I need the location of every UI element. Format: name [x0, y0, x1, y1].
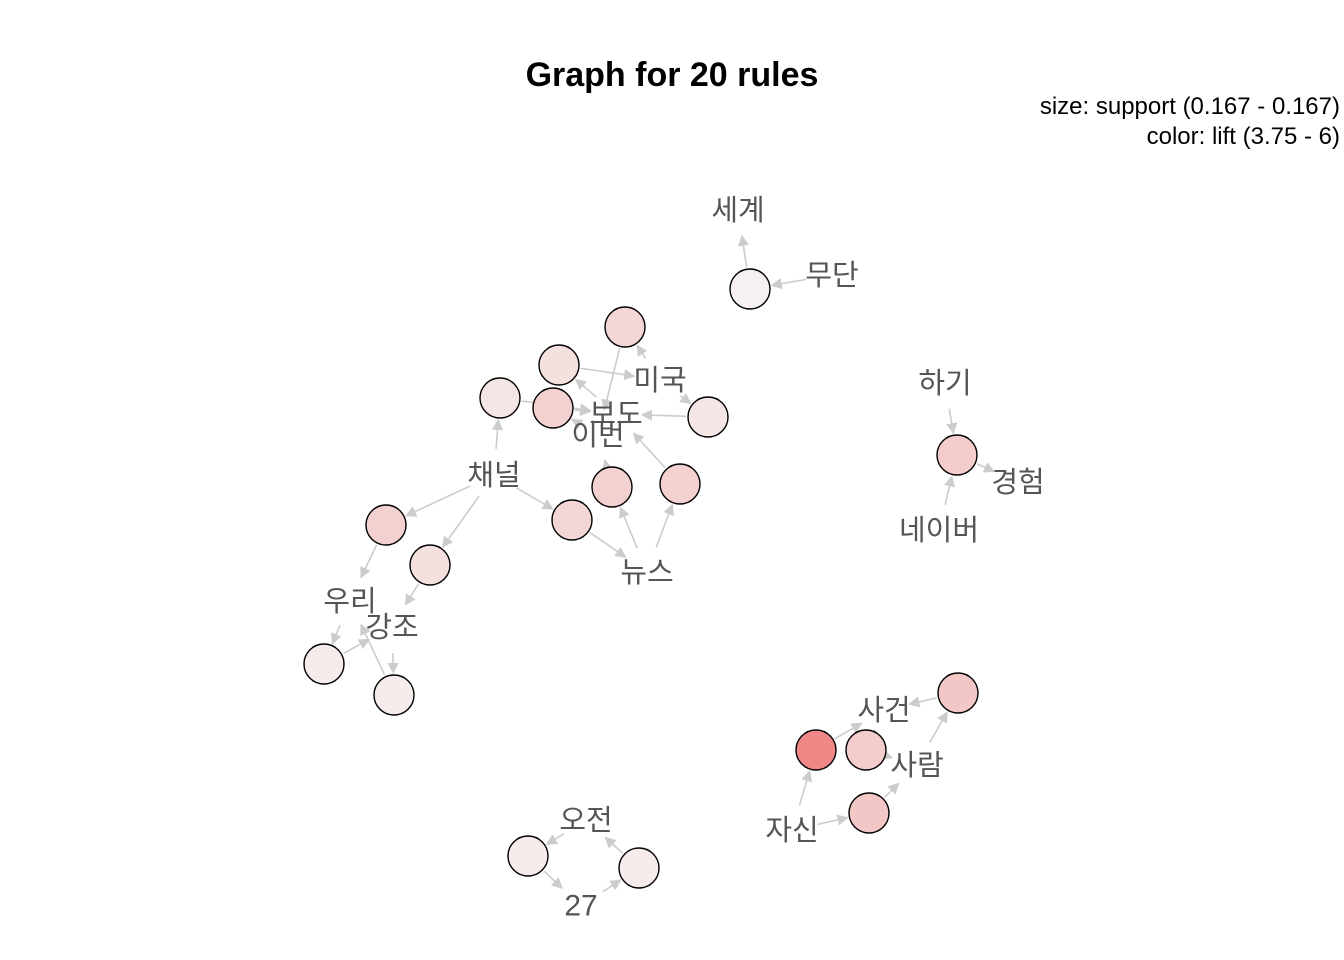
item-label-sageon: 사건	[857, 693, 910, 727]
edge-r7-to-ibeon	[601, 459, 613, 472]
edge-chaeneol-to-r10	[404, 485, 471, 517]
item-label-jasin: 자신	[765, 813, 818, 847]
edge-jasin-to-r16	[798, 769, 813, 806]
rule-node-r11[interactable]	[409, 544, 451, 586]
edge-r2-to-ibeon	[601, 348, 621, 411]
item-label-bodo: 보도	[589, 397, 642, 431]
edge-miguk-to-r6	[679, 392, 692, 405]
item-label-n27: 27	[564, 890, 597, 923]
edge-jasin-to-r18	[817, 814, 849, 826]
rule-node-r19[interactable]	[507, 835, 549, 877]
item-label-miguk: 미국	[633, 363, 686, 397]
edge-chaeneol-to-r11	[442, 495, 480, 548]
rule-node-r2[interactable]	[604, 306, 646, 348]
edge-r5-to-bodo	[574, 405, 592, 417]
edge-r15-to-sageon	[908, 696, 937, 708]
item-label-ojeon: 오전	[559, 803, 612, 837]
item-label-saram: 사람	[890, 748, 943, 782]
rule-node-r15[interactable]	[937, 672, 979, 714]
edge-r20-to-ojeon	[604, 836, 624, 854]
item-label-nyuseu: 뉴스	[620, 555, 673, 589]
edge-r18-to-saram	[883, 782, 900, 799]
rule-node-r3[interactable]	[538, 344, 580, 386]
edge-chaeneol-to-r4	[491, 418, 504, 450]
edge-nyuseu-to-r7	[619, 506, 638, 549]
edge-r3-to-miguk	[580, 367, 636, 381]
edge-chaeneol-to-r9	[516, 487, 554, 510]
edge-neibeo-to-r14	[944, 475, 955, 505]
edge-r9-to-nyuseu	[589, 531, 627, 558]
item-label-ibeon: 이번	[571, 418, 624, 452]
legend-color-line: color: lift (3.75 - 6)	[1146, 123, 1340, 150]
edge-miguk-to-r2	[636, 344, 648, 359]
edge-r1-to-segye	[737, 234, 749, 268]
rule-node-r14[interactable]	[936, 434, 978, 476]
edge-r11-to-gangjo	[404, 583, 420, 606]
edge-ibeon-to-r5	[570, 418, 584, 430]
rule-node-r9[interactable]	[551, 499, 593, 541]
item-label-chaeneol: 채널	[467, 458, 520, 492]
item-label-uri: 우리	[323, 584, 376, 618]
rule-node-r16[interactable]	[795, 729, 837, 771]
rule-node-r7[interactable]	[591, 466, 633, 508]
rule-node-r6[interactable]	[687, 396, 729, 438]
edge-r16-to-sageon	[834, 722, 863, 740]
edge-n27-to-r20	[602, 879, 622, 893]
edge-r12-to-gangjo	[342, 638, 371, 655]
edge-ojeon-to-r19	[545, 833, 565, 846]
edge-nyuseu-to-r8	[655, 503, 674, 548]
legend-size-line: size: support (0.167 - 0.167)	[1039, 93, 1340, 120]
edge-r8-to-bodo	[632, 432, 666, 469]
item-label-neibeo: 네이버	[899, 513, 979, 547]
edge-r19-to-n27	[543, 870, 563, 889]
chart-title: Graph for 20 rules	[525, 56, 819, 94]
legend: size: support (0.167 - 0.167) color: lif…	[1040, 92, 1340, 152]
edge-r6-to-bodo	[640, 409, 687, 421]
rule-node-r20[interactable]	[618, 847, 660, 889]
edge-layer	[331, 234, 996, 893]
edge-r14-to-gyeongheom	[976, 462, 996, 473]
rule-node-r13[interactable]	[373, 674, 415, 716]
edge-saram-to-r15	[929, 711, 948, 743]
rule-node-r10[interactable]	[365, 504, 407, 546]
edge-r17-to-saram	[880, 749, 894, 761]
rule-node-layer	[303, 268, 979, 889]
rule-node-r5[interactable]	[532, 387, 574, 429]
edge-mudan-to-r1	[770, 278, 807, 290]
edge-r10-to-uri	[360, 544, 378, 579]
edge-hagi-to-r14	[946, 408, 958, 435]
rule-node-r18[interactable]	[848, 792, 890, 834]
item-label-gangjo: 강조	[365, 610, 418, 644]
item-label-gyeongheom: 경험	[991, 465, 1044, 499]
edge-gangjo-to-r13	[387, 652, 399, 675]
rule-node-r17[interactable]	[845, 729, 887, 771]
edge-bodo-to-r3	[574, 378, 597, 398]
item-label-segye: 세계	[711, 193, 764, 227]
rule-node-r1[interactable]	[729, 268, 771, 310]
rule-node-r12[interactable]	[303, 643, 345, 685]
item-label-mudan: 무단	[805, 258, 858, 292]
item-label-hagi: 하기	[918, 366, 971, 400]
edge-uri-to-r12	[331, 624, 342, 645]
rule-node-r8[interactable]	[659, 463, 701, 505]
edge-r13-to-uri	[360, 623, 386, 676]
rule-node-r4[interactable]	[479, 377, 521, 419]
